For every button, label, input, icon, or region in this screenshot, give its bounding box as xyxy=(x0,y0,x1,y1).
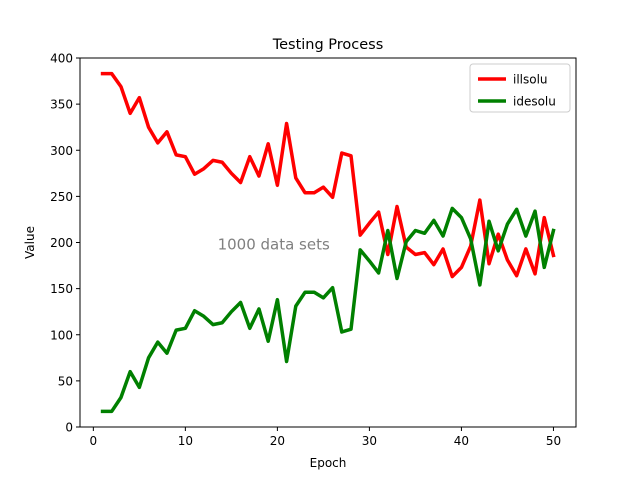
x-tick-label: 20 xyxy=(270,434,285,448)
legend-label-illsolu: illsolu xyxy=(513,73,548,87)
x-tick-label: 0 xyxy=(90,434,98,448)
y-tick-label: 350 xyxy=(50,98,73,112)
x-tick-label: 50 xyxy=(546,434,561,448)
series-line-illsolu xyxy=(100,71,556,279)
annotation-label: 1000 data sets xyxy=(218,235,330,253)
plot-area xyxy=(100,71,556,414)
series-line-idesolu xyxy=(100,206,556,414)
y-tick-label: 100 xyxy=(50,328,73,342)
legend: illsolu idesolu xyxy=(469,63,571,113)
y-tick-label: 150 xyxy=(50,282,73,296)
y-axis-label: Value xyxy=(23,226,37,259)
chart-title: Testing Process xyxy=(272,37,384,53)
x-tick-label: 40 xyxy=(454,434,469,448)
x-tick-label: 10 xyxy=(178,434,193,448)
y-tick-label: 0 xyxy=(65,421,73,435)
y-tick-label: 200 xyxy=(50,236,73,250)
x-tick-label: 30 xyxy=(362,434,377,448)
y-tick-label: 400 xyxy=(50,52,73,66)
y-tick-label: 300 xyxy=(50,144,73,158)
y-tick-label: 250 xyxy=(50,190,73,204)
y-tick-label: 50 xyxy=(58,374,73,388)
x-axis-label: Epoch xyxy=(310,456,347,470)
legend-label-idesolu: idesolu xyxy=(513,95,556,109)
axes: 0 10 20 30 40 50 0 50 100 150 200 250 300 350 400 xyxy=(50,52,577,448)
